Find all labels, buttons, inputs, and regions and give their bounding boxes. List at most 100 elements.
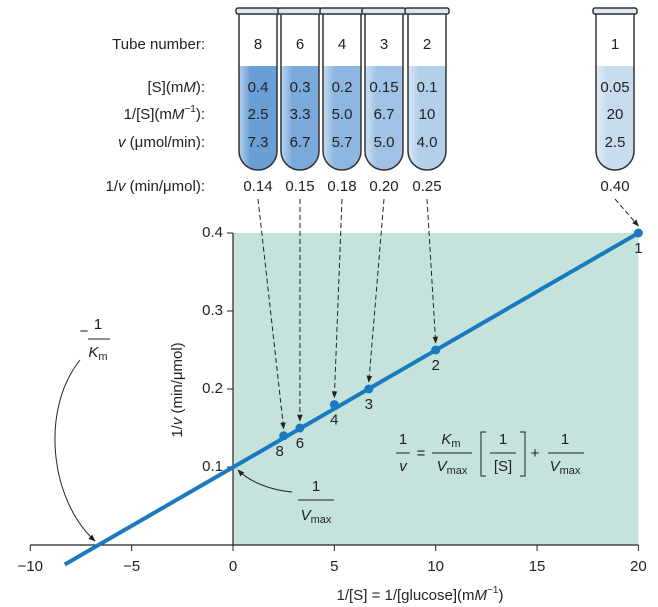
x-axis-title: 1/[S] = 1/[glucose](mM−1) [337,585,504,604]
fit-line [63,231,640,567]
tube-inv-s: 10 [419,106,436,123]
point-label: 3 [365,396,373,413]
tube-rim [319,7,365,15]
arrow [237,469,293,493]
text-part: Tube number: [112,36,205,53]
x-tick-label: 0 [229,558,237,575]
vmax-part: max [311,514,332,526]
text-part: ): [196,79,205,96]
x-tick-label: −10 [18,558,43,575]
tube-inv-s: 5.0 [332,106,353,123]
eq-text: Vmax [437,458,468,477]
tube-inv-s: 6.7 [374,106,395,123]
tube-outline [238,12,278,171]
value-label: 0.25 [412,178,441,195]
km-part: m [98,351,107,363]
text-part: v [118,178,127,195]
tube-inv-s: 3.3 [290,106,311,123]
plot-background [233,233,639,545]
tube-s: 0.4 [248,79,269,96]
tube-number: 4 [338,36,346,53]
text-part: 1/ [169,424,186,437]
leader-arrow [257,198,286,430]
value-label: 0.14 [243,178,272,195]
tube-v: 5.0 [374,134,395,151]
vmax-annotation: 1 Vmax [237,469,334,526]
leader-arrow [331,198,343,399]
eq-text: + [531,445,540,462]
text-part: 1/[S](m [124,106,172,123]
eq-text: 1 [561,431,569,448]
tube-number: 8 [254,36,262,53]
tube-outline [280,12,320,171]
tube-glass [323,12,361,170]
text-part: −1 [184,104,196,115]
text-part: (min/μmol): [126,178,205,195]
row-label: v (μmol/min): [118,134,205,151]
tube-glass [365,12,403,170]
text-part: ): [196,106,205,123]
tube-s: 0.05 [600,79,629,96]
eq-text: 1 [399,431,407,448]
y-tick-label: 0.1 [202,458,223,475]
eq-part: K [441,431,452,448]
tube-s: 0.1 [417,79,438,96]
arrow [54,359,96,542]
text-part: 1/ [106,178,119,195]
x-tick-label: 15 [529,558,546,575]
tube-rim [277,7,323,15]
text-part: M [183,79,196,96]
eq-part: V [550,458,562,475]
row-label: [S](mM): [147,79,205,96]
data-point [279,431,289,441]
eq-part: max [447,465,468,477]
y-tick-label: 0.4 [202,224,223,241]
vmax-text: 1 [312,478,320,495]
eq-text: [S] [494,458,512,475]
row-label: 1/[S](mM−1): [124,104,205,123]
plot: −10 −5 0 5 10 15 20 0.1 0.2 0.3 0.4 1/[S] = 1/[gluc… [18,198,647,604]
tube-v: 4.0 [417,134,438,151]
km-text: Km [88,344,107,363]
data-point [329,400,339,410]
tube-inv-s: 2.5 [248,106,269,123]
text-part: −1 [487,585,499,596]
eq-part: max [560,465,581,477]
tube-v: 5.7 [332,134,353,151]
eq-text: Vmax [550,458,581,477]
y-tick-label: 0.3 [202,302,223,319]
point-label: 1 [634,240,642,257]
km-part: K [88,344,99,361]
text-part: (min/μmol) [169,342,186,417]
tube-number: 6 [296,36,304,53]
equation: 1 v = Km Vmax 1 [S] + 1 Vmax [396,431,584,477]
leader-arrow [614,198,639,227]
point-label: 6 [296,435,304,452]
tube-outline [322,12,362,171]
eq-text: Km [441,431,460,450]
eq-text: v [399,458,408,475]
point-label: 4 [330,412,338,429]
y-axis-title: 1/v (min/μmol) [169,342,186,437]
data-point [295,423,305,433]
x-tick-label: 20 [630,558,647,575]
tube-glass [281,12,319,170]
point-label: 8 [276,443,284,460]
value-label: 0.40 [600,178,629,195]
km-text: 1 [94,316,102,333]
value-label: 0.15 [285,178,314,195]
km-text: − [80,323,89,340]
tube-inv-s: 20 [607,106,624,123]
tube-number: 3 [380,36,388,53]
row-label: Tube number: [112,36,205,53]
background-layer [233,233,639,545]
tube-glass [596,12,634,170]
text-part: (μmol/min): [126,134,205,151]
text-part: v [169,416,186,425]
x-tick-label: 5 [330,558,338,575]
text-part: [S](m [147,79,183,96]
vmax-part: V [301,507,313,524]
row-label: 1/v (min/μmol): [106,178,206,195]
leader-arrow [426,198,439,344]
